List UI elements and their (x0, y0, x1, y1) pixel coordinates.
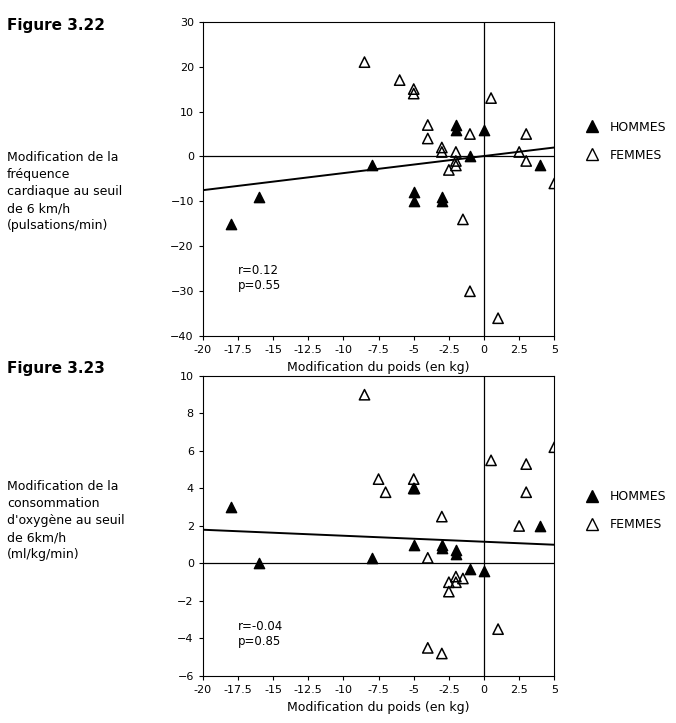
Point (422, 119, 433, 131)
Point (226, 502, 237, 513)
Point (254, 191, 264, 202)
Point (521, 155, 531, 167)
Legend: HOMMES, FEMMES: HOMMES, FEMMES (575, 116, 671, 167)
Point (437, 142, 448, 153)
Point (366, 552, 377, 564)
Point (359, 56, 370, 68)
Point (479, 565, 489, 577)
Point (450, 124, 461, 135)
Point (450, 155, 461, 167)
Point (366, 160, 377, 171)
Point (443, 164, 454, 176)
Point (437, 146, 448, 158)
Point (450, 571, 461, 583)
Point (485, 93, 496, 104)
Point (359, 389, 370, 401)
Point (485, 455, 496, 466)
Point (450, 119, 461, 131)
Point (458, 213, 468, 225)
Point (450, 160, 461, 171)
Point (408, 196, 419, 208)
Point (535, 521, 546, 532)
Point (514, 521, 525, 532)
Point (479, 124, 489, 135)
Point (380, 487, 391, 498)
Point (254, 557, 264, 569)
Legend: HOMMES, FEMMES: HOMMES, FEMMES (575, 485, 671, 536)
Point (408, 83, 419, 95)
Point (394, 74, 405, 86)
Point (464, 150, 475, 162)
Point (458, 573, 468, 584)
Point (408, 539, 419, 550)
Point (464, 286, 475, 297)
Point (450, 548, 461, 560)
Point (521, 128, 531, 140)
Point (226, 218, 237, 230)
Point (422, 642, 433, 654)
Text: Figure 3.22: Figure 3.22 (7, 18, 105, 33)
Point (464, 128, 475, 140)
Point (422, 133, 433, 145)
Point (422, 552, 433, 564)
Point (437, 539, 448, 550)
Point (437, 196, 448, 208)
Point (493, 623, 504, 635)
X-axis label: Modification du poids (en kg): Modification du poids (en kg) (287, 701, 470, 714)
Point (450, 576, 461, 588)
Point (408, 187, 419, 198)
Point (437, 648, 448, 659)
Point (549, 178, 560, 189)
Point (549, 442, 560, 453)
Text: r=0.12
p=0.55: r=0.12 p=0.55 (238, 265, 281, 292)
Point (464, 563, 475, 575)
Point (521, 487, 531, 498)
Point (408, 474, 419, 485)
Point (437, 511, 448, 523)
Point (408, 483, 419, 495)
Point (408, 483, 419, 495)
Text: r=-0.04
p=0.85: r=-0.04 p=0.85 (238, 620, 283, 648)
Point (443, 576, 454, 588)
Point (521, 458, 531, 470)
Point (535, 160, 546, 171)
Point (437, 543, 448, 555)
Point (373, 474, 384, 485)
Text: Modification de la
fréquence
cardiaque au seuil
de 6 km/h
(pulsations/min): Modification de la fréquence cardiaque a… (7, 151, 122, 232)
Text: Figure 3.23: Figure 3.23 (7, 362, 105, 377)
Point (450, 544, 461, 556)
Text: Modification de la
consommation
d'oxygène au seuil
de 6km/h
(ml/kg/min): Modification de la consommation d'oxygèn… (7, 480, 124, 561)
Point (514, 146, 525, 158)
Point (450, 146, 461, 158)
Point (408, 87, 419, 99)
X-axis label: Modification du poids (en kg): Modification du poids (en kg) (287, 361, 470, 374)
Point (443, 586, 454, 597)
Point (437, 191, 448, 202)
Point (493, 312, 504, 324)
